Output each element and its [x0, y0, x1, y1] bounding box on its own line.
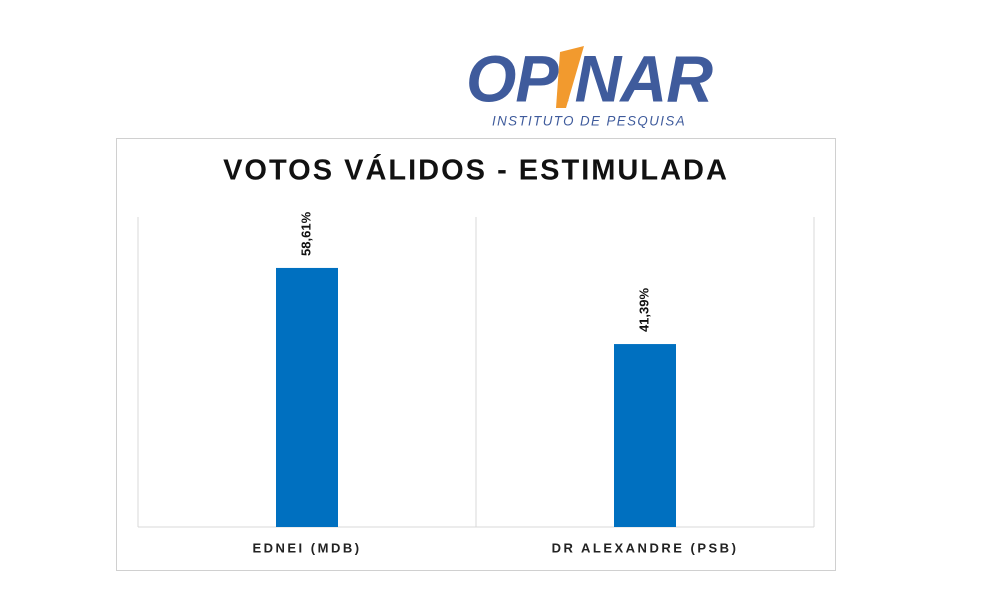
logo-tagline: INSTITUTO DE PESQUISA [492, 113, 686, 129]
value-label: 41,39% [636, 288, 651, 333]
value-label: 58,61% [298, 211, 313, 256]
logo-accent [556, 46, 584, 108]
bar [276, 267, 338, 527]
x-tick-label: EDNEI (MDB) [252, 540, 361, 555]
plot: EDNEI (MDB) 58,61% DR ALEXANDRE (PSB) 41,39… [137, 211, 815, 555]
bar [614, 344, 676, 527]
x-tick-label: DR ALEXANDRE (PSB) [552, 540, 739, 555]
logo-name: OPINAR [466, 41, 713, 115]
chart-title: VOTOS VÁLIDOS - ESTIMULADA [223, 153, 729, 187]
